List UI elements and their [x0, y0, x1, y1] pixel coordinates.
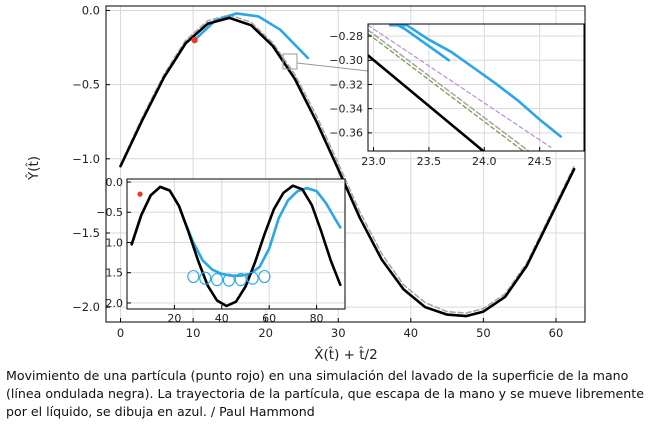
- x-tick-label: 24.5: [527, 155, 552, 168]
- x-tick-label: 40: [403, 326, 418, 340]
- trajectory-loop: [187, 269, 200, 284]
- trajectory-loop: [210, 273, 224, 287]
- inset-zoom-series-group: [368, 24, 562, 151]
- inset-wide-tick-labels: 20 40 60 80 0.0 −0.5 1.0 1.5 2.0: [96, 176, 323, 325]
- main-series-group: [119, 12, 576, 318]
- series-line-purple-dashed: [368, 24, 552, 148]
- y-tick-label: −0.36: [329, 127, 363, 140]
- inset-zoom-background: [368, 24, 584, 151]
- series-line-gray-dashed: [119, 14, 575, 314]
- trajectory-loop: [246, 271, 259, 285]
- x-tick-label: 40: [215, 312, 229, 325]
- inset-zoom-chart: 23.0 23.5 24.0 24.5 −0.28 −0.30 −0.32 −0.34 −0.3…: [329, 23, 585, 168]
- inset-zoom-tick-labels: 23.0 23.5 24.0 24.5 −0.28 −0.30 −0.32 −0.34 −0.3…: [329, 30, 552, 168]
- x-tick-label: 0: [117, 326, 124, 340]
- trajectory-loop: [258, 269, 271, 284]
- series-line-black-solid: [119, 16, 576, 318]
- zoom-region-box: [282, 53, 298, 70]
- y-tick-label: −2.0: [72, 300, 100, 314]
- y-tick-label: 2.0: [106, 297, 124, 310]
- series-line-black-solid: [368, 54, 485, 151]
- inset-wide-series-group: [130, 184, 342, 308]
- x-tick-label: 24.0: [472, 155, 497, 168]
- y-tick-label: −0.34: [329, 103, 363, 116]
- y-tick-label: 1.5: [106, 267, 124, 280]
- series-line-black-solid: [130, 184, 342, 308]
- inset-wide-chart: 20 40 60 80 0.0 −0.5 1.0 1.5 2.0: [96, 176, 346, 325]
- y-tick-label: −1.0: [72, 152, 100, 166]
- zoom-connector-line: [296, 62, 369, 72]
- x-tick-label: 23.0: [361, 155, 386, 168]
- main-y-axis-label: Ŷ(t̂): [24, 156, 42, 181]
- figure-caption: Movimiento de una partícula (punto rojo)…: [6, 368, 644, 419]
- y-tick-label: −0.30: [329, 54, 363, 67]
- particle-marker: [191, 36, 198, 44]
- series-line-green-dashed: [368, 33, 524, 151]
- x-tick-label: 80: [310, 312, 324, 325]
- x-tick-label: 20: [258, 326, 273, 340]
- series-line-gray-dashed: [368, 29, 530, 151]
- y-tick-label: −0.28: [329, 30, 363, 43]
- x-tick-label: 60: [262, 312, 276, 325]
- series-line-blue-solid: [388, 24, 562, 138]
- inset-wide-background: [127, 179, 345, 309]
- x-tick-label: 10: [186, 326, 201, 340]
- x-tick-label: 30: [331, 326, 346, 340]
- x-tick-label: 23.5: [417, 155, 442, 168]
- x-tick-label: 50: [476, 326, 491, 340]
- main-x-axis-label: X̂(t̂) + t̂/2: [314, 347, 377, 363]
- inset-zoom-frame: [367, 23, 585, 152]
- x-tick-label: 60: [549, 326, 564, 340]
- main-plot-frame: [105, 5, 586, 323]
- y-tick-label: 0.0: [106, 176, 124, 189]
- trajectory-loop: [222, 273, 235, 287]
- y-tick-label: −0.5: [72, 78, 100, 92]
- particle-marker: [137, 191, 143, 197]
- inset-wide-frame: [126, 178, 346, 310]
- y-tick-label: 1.0: [106, 236, 124, 249]
- series-line-blue-solid: [193, 12, 310, 60]
- main-tick-labels: 0 10 20 30 40 50 60 0.0 −0.5 −1.0 −1.5 −2.0: [72, 3, 563, 340]
- figure: 0 10 20 30 40 50 60 0.0 −0.5 −1.0 −1.5 −2.0 X̂(t̂) …: [24, 3, 586, 363]
- x-tick-label: 20: [167, 312, 181, 325]
- trajectory-loop: [234, 273, 247, 287]
- y-tick-label: −0.32: [329, 78, 363, 91]
- y-tick-label: −0.5: [96, 206, 123, 219]
- y-tick-label: 0.0: [82, 3, 100, 17]
- trajectory-loop: [199, 271, 212, 285]
- y-tick-label: −1.5: [72, 226, 100, 240]
